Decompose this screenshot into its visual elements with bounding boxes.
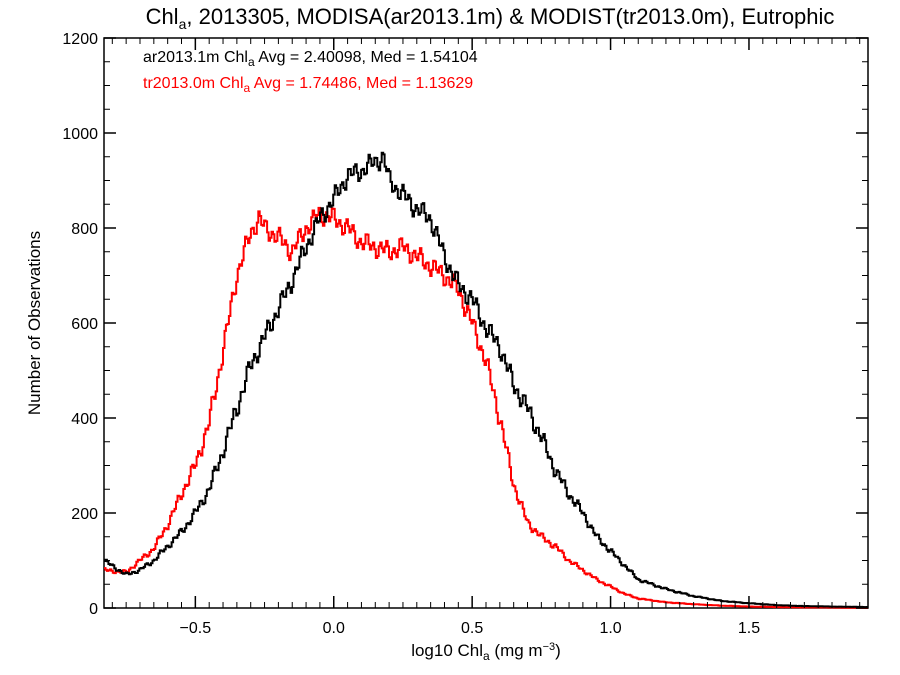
x-tick-label-2: 0.5 xyxy=(461,620,483,637)
y-tick-label-3: 600 xyxy=(71,316,98,333)
axis-ticks: −0.5 0.0 0.5 1.0 1.5 0 200 400 600 800 1000 1200 xyxy=(62,31,868,637)
series-lines xyxy=(104,151,868,609)
x-tick-label-3: 1.0 xyxy=(599,620,621,637)
series-line-1 xyxy=(104,206,868,609)
y-tick-label-5: 1000 xyxy=(62,126,98,143)
annotations: ar2013.1m Chla Avg = 2.40098, Med = 1.54… xyxy=(143,49,478,95)
plot-frame xyxy=(103,37,869,609)
x-axis-label: log10 Chla (mg m−3) xyxy=(411,641,561,663)
y-tick-label-1: 200 xyxy=(71,506,98,523)
x-tick-label-4: 1.5 xyxy=(738,620,760,637)
y-tick-label-4: 800 xyxy=(71,221,98,238)
x-tick-label-0: −0.5 xyxy=(180,620,212,637)
y-tick-label-6: 1200 xyxy=(62,31,98,48)
y-tick-label-2: 400 xyxy=(71,411,98,428)
y-axis-label: Number of Observations xyxy=(25,231,44,415)
series-line-0 xyxy=(104,151,868,609)
x-tick-label-1: 0.0 xyxy=(323,620,345,637)
y-tick-label-0: 0 xyxy=(89,601,98,618)
annotation-1: tr2013.0m Chla Avg = 1.74486, Med = 1.13… xyxy=(143,75,473,95)
chart-title: Chla, 2013305, MODISA(ar2013.1m) & MODIS… xyxy=(146,4,835,32)
annotation-0: ar2013.1m Chla Avg = 2.40098, Med = 1.54… xyxy=(143,49,478,69)
